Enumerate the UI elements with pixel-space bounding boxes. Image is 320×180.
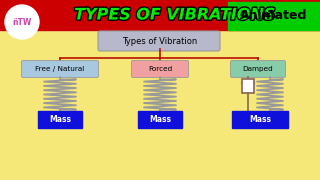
Text: Mass: Mass [149, 115, 171, 124]
Bar [242, 78, 254, 93]
Text: TYPES OF VIBRATIONS: TYPES OF VIBRATIONS [74, 8, 276, 22]
Text: Types of Vibration: Types of Vibration [122, 37, 198, 46]
FancyBboxPatch shape [21, 60, 99, 78]
Bar [138, 111, 182, 128]
Text: Animated: Animated [240, 8, 308, 21]
Bar [0, 0, 320, 30]
Text: Mass: Mass [249, 115, 271, 124]
Text: Forced: Forced [148, 66, 172, 72]
Text: Damped: Damped [243, 66, 273, 72]
Text: Mass: Mass [49, 115, 71, 124]
FancyBboxPatch shape [230, 60, 285, 78]
Text: n̈TW: n̈TW [12, 17, 32, 26]
Text: Free / Natural: Free / Natural [36, 66, 84, 72]
Bar [228, 2, 320, 30]
Bar [232, 111, 288, 128]
Bar [38, 111, 82, 128]
FancyBboxPatch shape [132, 60, 188, 78]
FancyBboxPatch shape [98, 31, 220, 51]
Circle shape [5, 5, 39, 39]
